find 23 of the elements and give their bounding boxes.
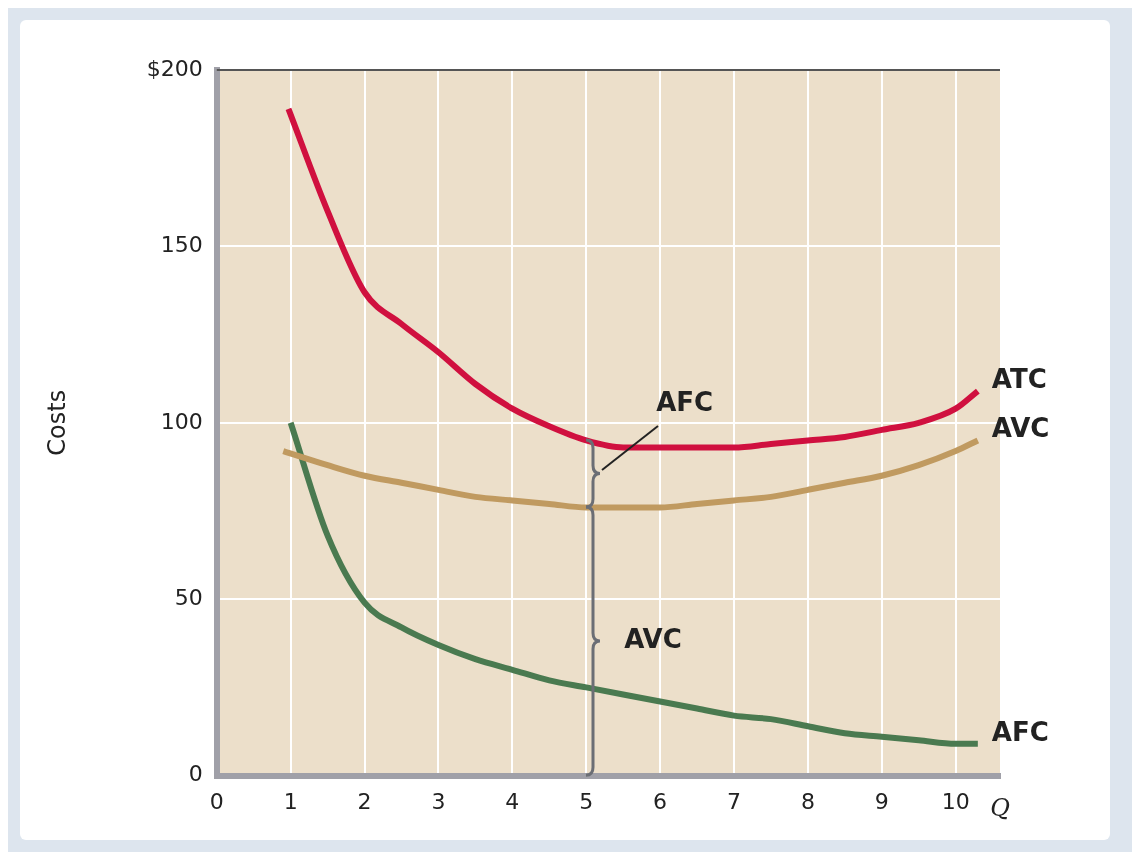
x-tick-label: 9 <box>874 788 889 814</box>
series-label: AVC <box>991 413 1050 444</box>
series-label: AFC <box>991 716 1049 747</box>
y-tick-label: 0 <box>188 761 203 787</box>
x-tick-label: 5 <box>579 788 594 814</box>
y-tick-label: 100 <box>160 408 203 434</box>
annotation: AFC <box>656 386 714 417</box>
x-tick-label: 8 <box>800 788 815 814</box>
x-tick-label: 6 <box>653 788 668 814</box>
series-label: ATC <box>991 363 1047 394</box>
x-axis-title: Q <box>990 793 1010 822</box>
y-tick-label: 150 <box>160 232 203 258</box>
annotation: AVC <box>624 624 682 655</box>
y-tick-label: 50 <box>174 584 203 610</box>
x-tick-label: 10 <box>941 788 970 814</box>
x-tick-label: 2 <box>357 788 372 814</box>
x-tick-label: 1 <box>283 788 298 814</box>
x-tick-label: 4 <box>505 788 520 814</box>
x-tick-label: 7 <box>727 788 741 814</box>
x-tick-label: 0 <box>209 788 224 814</box>
y-tick-label: $200 <box>146 55 203 81</box>
x-tick-label: 3 <box>431 788 446 814</box>
y-axis-title: Costs <box>42 389 71 456</box>
